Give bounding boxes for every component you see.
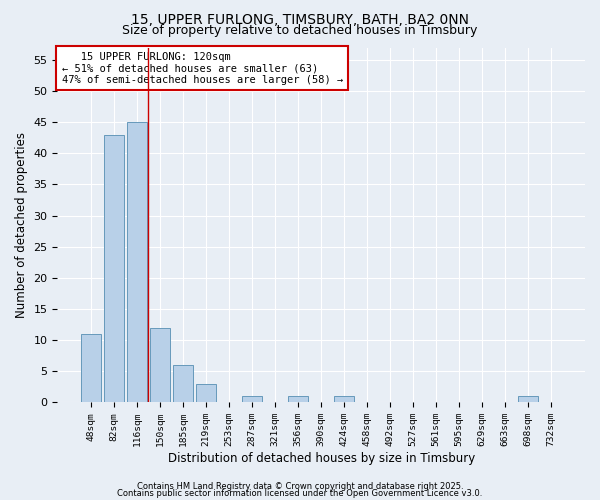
Bar	[518, 396, 538, 402]
Y-axis label: Number of detached properties: Number of detached properties	[15, 132, 28, 318]
Bar	[334, 396, 354, 402]
Bar	[127, 122, 147, 402]
Text: 15 UPPER FURLONG: 120sqm
← 51% of detached houses are smaller (63)
47% of semi-d: 15 UPPER FURLONG: 120sqm ← 51% of detach…	[62, 52, 343, 85]
Bar	[151, 328, 170, 402]
Text: Contains public sector information licensed under the Open Government Licence v3: Contains public sector information licen…	[118, 488, 482, 498]
Bar	[82, 334, 101, 402]
Text: 15, UPPER FURLONG, TIMSBURY, BATH, BA2 0NN: 15, UPPER FURLONG, TIMSBURY, BATH, BA2 0…	[131, 12, 469, 26]
X-axis label: Distribution of detached houses by size in Timsbury: Distribution of detached houses by size …	[167, 452, 475, 465]
Bar	[242, 396, 262, 402]
Text: Size of property relative to detached houses in Timsbury: Size of property relative to detached ho…	[122, 24, 478, 37]
Text: Contains HM Land Registry data © Crown copyright and database right 2025.: Contains HM Land Registry data © Crown c…	[137, 482, 463, 491]
Bar	[104, 134, 124, 402]
Bar	[289, 396, 308, 402]
Bar	[196, 384, 216, 402]
Bar	[173, 365, 193, 402]
